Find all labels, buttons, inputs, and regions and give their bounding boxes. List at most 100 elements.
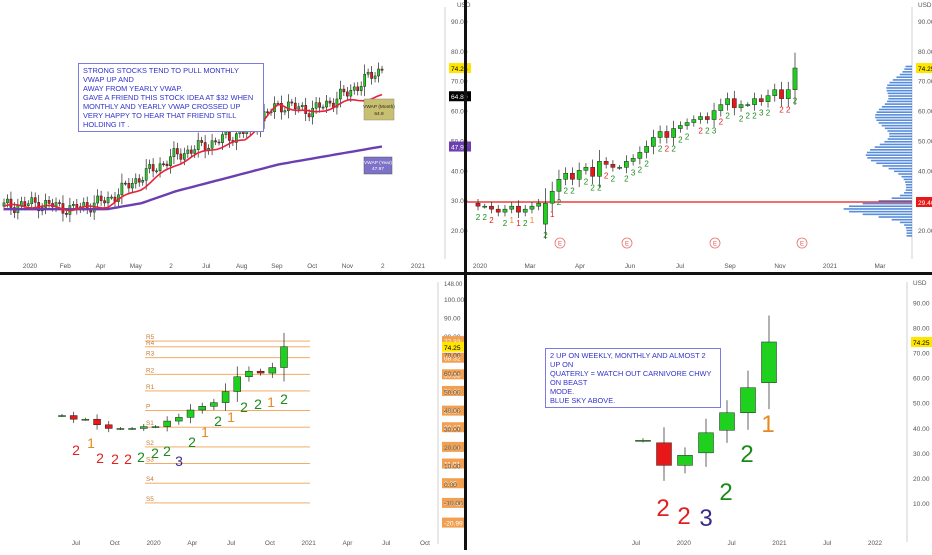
- date-tick-label: Apr: [187, 540, 198, 547]
- candle-down: [370, 71, 373, 79]
- candle-up: [630, 158, 636, 162]
- candle-up: [196, 140, 200, 150]
- sequence-count-label: 2: [254, 396, 262, 412]
- earnings-marker: [796, 237, 808, 249]
- candle-up: [283, 110, 287, 113]
- panel-top-left: USD90.0080.0074.2570.0064.8060.0050.0047…: [2, 2, 471, 270]
- date-tick-label: Apr: [96, 263, 107, 270]
- earnings-marker: [621, 237, 633, 249]
- volume-profile-bar: [866, 151, 912, 154]
- volume-profile-bar: [887, 92, 912, 95]
- candle-down: [214, 140, 217, 143]
- volume-profile-bar: [849, 205, 912, 208]
- price-tick-label: 70.00: [444, 353, 461, 360]
- candle-up: [58, 415, 66, 417]
- volume-profile-bar: [888, 97, 912, 100]
- sequence-count-label: 1: [516, 219, 521, 228]
- vwap-year-badge-label: VWAP (Year): [364, 160, 392, 166]
- price-tick-label: 10.00: [444, 463, 461, 470]
- candle-up: [792, 67, 798, 90]
- candle-up: [268, 367, 277, 374]
- candle-down: [304, 105, 308, 114]
- price-tick-label: 40.00: [444, 408, 461, 415]
- note-vwap: STRONG STOCKS TEND TO PULL MONTHLY VWAP …: [78, 63, 264, 132]
- candle-up: [543, 202, 548, 225]
- volume-profile-bar: [889, 135, 912, 138]
- price-tick-label: 50.00: [918, 138, 932, 145]
- candle-up: [624, 161, 629, 168]
- sequence-count-label: 2: [725, 112, 730, 121]
- sequence-count-label: 3: [631, 168, 636, 177]
- price-tag: [442, 405, 464, 416]
- price-tick-label: 20.00: [451, 228, 468, 235]
- candle-up: [745, 104, 751, 106]
- sequence-count-label: 2: [752, 112, 757, 121]
- volume-profile-bar: [904, 224, 912, 226]
- candle-up: [691, 119, 697, 123]
- candle-down: [495, 208, 501, 213]
- date-tick-label: Apr: [342, 540, 353, 547]
- candle-down: [590, 167, 596, 177]
- note-line: BLUE SKY ABOVE.: [550, 396, 616, 405]
- candle-up: [110, 196, 113, 199]
- candle-up: [175, 417, 183, 422]
- candle-down: [356, 86, 360, 91]
- date-tick-label: Jul: [632, 540, 640, 547]
- candle-up: [116, 428, 125, 430]
- candle-down: [127, 183, 131, 189]
- sequence-count-label: 2: [163, 443, 171, 459]
- sequence-count-label: 1: [530, 216, 535, 225]
- candle-up: [144, 168, 148, 181]
- candle-up: [725, 98, 730, 105]
- candle-up: [96, 195, 99, 204]
- earnings-marker: [709, 237, 721, 249]
- candle-up: [637, 152, 643, 159]
- candle-down: [165, 163, 169, 167]
- sequence-count-label: 2: [644, 159, 649, 168]
- candle-up: [92, 202, 96, 213]
- candle-up: [597, 161, 602, 177]
- date-tick-label: Sep: [271, 263, 283, 270]
- date-tick-label: 2020: [146, 540, 161, 547]
- volume-profile-bar: [870, 149, 912, 151]
- candle-up: [325, 100, 328, 108]
- candle-up: [765, 95, 771, 102]
- volume-profile-bar: [905, 226, 912, 229]
- candle-up: [6, 198, 9, 204]
- sequence-count-label: 1: [267, 394, 275, 410]
- vwap-month-badge-label: VWAP (Month): [363, 104, 395, 110]
- note-line: MODE.: [550, 387, 575, 396]
- sequence-count-label: 2: [483, 213, 488, 222]
- candle-down: [65, 213, 68, 215]
- volume-profile-bar: [884, 140, 912, 143]
- candle-up: [210, 402, 218, 407]
- volume-profile-bar: [867, 157, 912, 159]
- date-tick-label: 2: [381, 263, 385, 270]
- volume-profile-bar: [888, 95, 912, 97]
- price-tick-label: 20.00: [444, 445, 461, 452]
- date-tick-label: Oct: [265, 540, 275, 547]
- volume-profile-bar: [887, 130, 912, 132]
- volume-profile-bar: [884, 103, 912, 105]
- note-line: QUATERLY = WATCH OUT CARNIVORE CHWY ON B…: [550, 369, 712, 387]
- date-tick-label: Jun: [625, 263, 636, 270]
- candle-down: [345, 91, 349, 97]
- volume-profile-bar: [892, 79, 912, 81]
- volume-profile-bar: [878, 216, 912, 218]
- sequence-count-label: 1: [227, 409, 235, 425]
- price-tick-label: 80.00: [451, 49, 468, 56]
- earnings-marker-label: E: [713, 242, 717, 248]
- volume-profile-bar: [906, 235, 912, 237]
- sequence-count-label: 2: [685, 133, 690, 142]
- price-tag: [916, 63, 932, 74]
- sequence-count-label: 2: [240, 399, 248, 415]
- volume-profile-bar: [906, 232, 912, 234]
- candle-up: [617, 167, 622, 169]
- candle-up: [684, 122, 690, 126]
- date-tick-label: Sep: [724, 263, 736, 270]
- sequence-count-label: 2: [590, 183, 595, 192]
- candle-down: [475, 202, 481, 207]
- price-tag: [916, 196, 932, 207]
- earnings-marker-label: E: [558, 242, 562, 248]
- price-tick-label: 20.01: [444, 445, 461, 452]
